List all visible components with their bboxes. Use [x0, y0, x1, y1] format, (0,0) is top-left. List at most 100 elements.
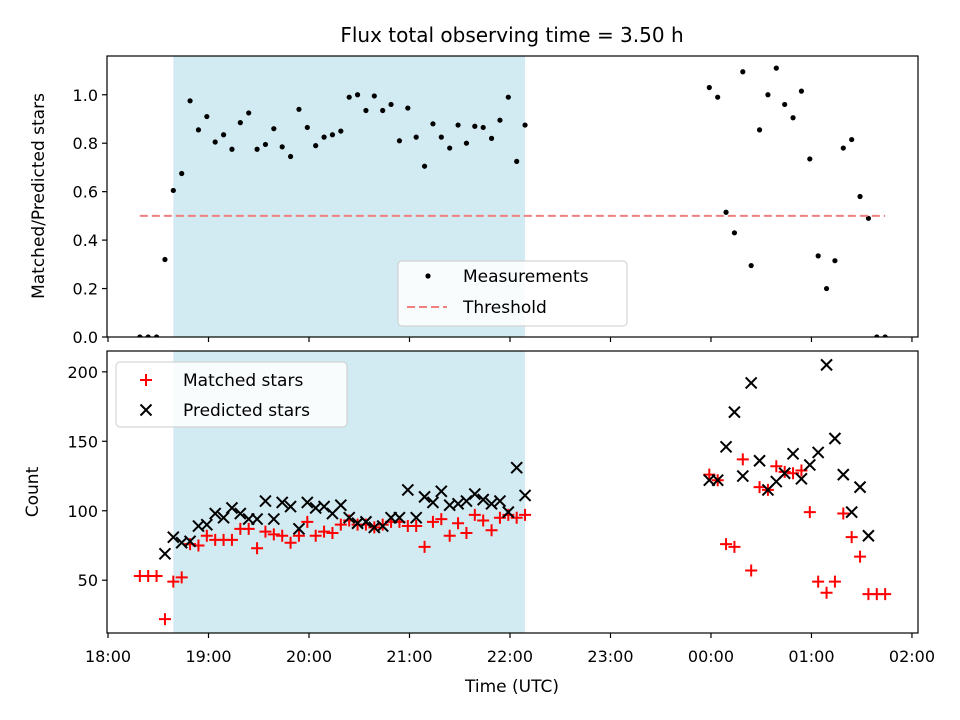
measurement-point [145, 334, 151, 337]
bottom-panel: 50 100 150 200 18:00 19:00 20:00 21:00 22:00 23:0… [67, 350, 935, 666]
measurement-point [765, 92, 771, 98]
matched-star-point [477, 514, 490, 527]
matched-star-point [519, 508, 532, 521]
matched-star-point [879, 588, 892, 601]
measurement-point [773, 65, 779, 71]
measurement-point [413, 134, 419, 140]
matched-star-point [242, 522, 255, 535]
matched-star-point [753, 481, 766, 494]
matched-star-point [728, 540, 741, 553]
matched-star-point [460, 526, 473, 539]
measurement-point [874, 334, 880, 337]
matched-star-point [276, 529, 289, 542]
x-tick-label: 19:00 [185, 647, 231, 666]
measurement-point [723, 209, 729, 215]
measurement-point [271, 126, 277, 132]
matched-star-point [225, 533, 238, 546]
measurement-point [849, 136, 855, 143]
matched-star-point [820, 586, 833, 599]
predicted-star-point [719, 440, 733, 454]
measurement-point [472, 123, 478, 129]
matched-star-point [812, 575, 825, 588]
x-tick-label: 21:00 [386, 647, 432, 666]
measurement-point [823, 285, 830, 292]
measurement-point [254, 146, 260, 152]
measurement-point [262, 141, 269, 148]
axes-frame [106, 55, 919, 338]
x-tick-label: 23:00 [587, 647, 633, 666]
measurement-point [430, 121, 436, 127]
measurement-point [388, 101, 394, 108]
measurement-point [715, 94, 721, 100]
predicted-star-point [468, 487, 482, 501]
measurement-point [296, 106, 302, 112]
measurement-point [179, 170, 185, 177]
measurement-point [840, 145, 846, 151]
measurement-point [338, 128, 344, 134]
matched-star-point [736, 453, 749, 466]
predicted-star-point [476, 493, 490, 506]
predicted-star-point [418, 490, 431, 504]
measurement-point [748, 262, 754, 269]
predicted-star-point [837, 468, 850, 481]
matched-star-point [309, 529, 322, 542]
x-tick-label: 01:00 [788, 647, 834, 666]
y-tick-label: 200 [67, 363, 98, 382]
measurement-point [790, 115, 796, 121]
matched-star-point [326, 526, 339, 539]
y-tick-label: 0.2 [73, 280, 98, 299]
measurement-point [304, 124, 310, 131]
measurement-point [396, 138, 403, 144]
measurement-point [246, 110, 252, 116]
predicted-star-point [292, 522, 306, 536]
measurement-point [137, 334, 143, 337]
matched-star-point [845, 531, 858, 544]
chart-title: Flux total observing time = 3.50 h [340, 23, 683, 47]
y-tick-label: 0.4 [73, 231, 98, 250]
predicted-star-point [811, 446, 825, 459]
measurement-point [505, 94, 511, 100]
measurement-point [170, 187, 176, 194]
y-tick-label: 0.6 [73, 183, 98, 202]
measurement-point [480, 124, 486, 131]
matched-star-point [828, 575, 841, 588]
measurement-point [313, 143, 319, 149]
legend-threshold-label: Threshold [462, 298, 547, 318]
axes-frame [106, 350, 919, 634]
predicted-star-point [317, 500, 331, 513]
matched-star-point [267, 528, 280, 541]
matched-star-point [426, 515, 439, 528]
predicted-star-point [200, 518, 214, 531]
predicted-star-point [275, 496, 289, 509]
measurement-point [153, 334, 160, 337]
predicted-star-point [435, 485, 448, 498]
x-tick-label: 22:00 [487, 647, 533, 666]
predicted-star-point [828, 432, 842, 445]
legend-top: Measurements Threshold [397, 260, 628, 327]
matched-star-point [251, 542, 264, 555]
predicted-star-point [409, 511, 423, 524]
matched-star-point [158, 613, 171, 626]
predicted-star-point [736, 469, 750, 483]
predicted-star-point [744, 376, 758, 390]
matched-star-point [167, 575, 180, 588]
bottom-y-axis-label: Count [23, 466, 43, 517]
measurement-point [447, 145, 453, 151]
predicted-star-point [158, 547, 172, 561]
measurement-point [162, 256, 168, 263]
measurement-point [187, 98, 193, 104]
predicted-star-point [259, 494, 272, 508]
matched-star-point [443, 529, 456, 542]
predicted-star-point [786, 447, 800, 461]
measurement-point [220, 132, 227, 138]
predicted-star-point [711, 473, 724, 487]
measurement-point [756, 127, 763, 133]
predicted-star-point [845, 505, 858, 519]
measurement-point [195, 127, 202, 133]
predicted-star-point [284, 500, 297, 513]
predicted-star-point [225, 501, 239, 515]
predicted-star-point [250, 512, 264, 526]
y-tick-label: 0.0 [73, 328, 98, 347]
measurement-point [865, 215, 872, 221]
